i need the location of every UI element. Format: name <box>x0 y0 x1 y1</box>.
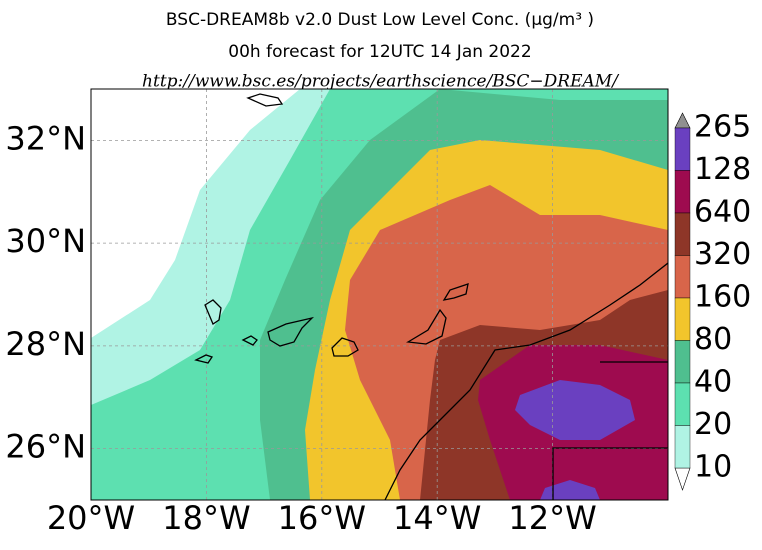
colorbar-segment <box>674 340 691 384</box>
colorbar-label: 128 <box>694 152 751 187</box>
colorbar-label: 10 <box>694 450 732 485</box>
x-tick-label: 14°W <box>393 499 481 537</box>
island <box>406 308 447 345</box>
title: BSC-DREAM8b v2.0 Dust Low Level Conc. (μ… <box>166 10 594 30</box>
map-area <box>91 89 668 500</box>
colorbar-label: 320 <box>694 237 751 272</box>
colorbar-segment <box>674 297 691 341</box>
x-tick-label: 16°W <box>278 499 366 537</box>
y-tick-label: 32°N <box>5 119 86 157</box>
colorbar-label: 160 <box>694 280 751 315</box>
colorbar-label: 640 <box>694 195 751 230</box>
below-threshold <box>91 89 300 338</box>
colorbar-label: 80 <box>694 322 732 357</box>
x-tick-label: 12°W <box>508 499 596 537</box>
colorbar: 265 128 640 320 160 80 40 20 10 <box>674 110 751 491</box>
colorbar-arrow-top <box>674 112 691 129</box>
island <box>267 316 315 347</box>
x-tick-label: 18°W <box>162 499 250 537</box>
map-frame <box>90 88 669 501</box>
colorbar-label: 40 <box>694 365 732 400</box>
island <box>194 354 214 364</box>
y-tick-label: 26°N <box>5 428 86 466</box>
colorbar-label: 20 <box>694 407 732 442</box>
colorbar-label: 265 <box>694 110 751 145</box>
level-1280 <box>515 380 635 440</box>
x-tick-label: 20°W <box>47 499 135 537</box>
colorbar-segment <box>674 170 691 214</box>
island <box>241 335 258 346</box>
island <box>331 337 359 357</box>
colorbar-segment <box>674 382 691 426</box>
colorbar-segment <box>674 127 691 171</box>
y-tick-label: 28°N <box>5 325 86 363</box>
island <box>442 283 469 301</box>
colorbar-segment <box>674 255 691 299</box>
border <box>552 447 668 500</box>
url: http://www.bsc.es/projects/earthscience/… <box>142 72 620 92</box>
island <box>246 93 284 107</box>
colorbar-segment <box>674 212 691 256</box>
coastline <box>384 262 668 500</box>
subtitle: 00h forecast for 12UTC 14 Jan 2022 <box>228 42 531 62</box>
level-1280 <box>540 480 600 500</box>
y-tick-label: 30°N <box>5 222 86 260</box>
island <box>204 299 222 325</box>
colorbar-segment <box>674 425 691 469</box>
colorbar-arrow-bottom <box>674 467 691 491</box>
